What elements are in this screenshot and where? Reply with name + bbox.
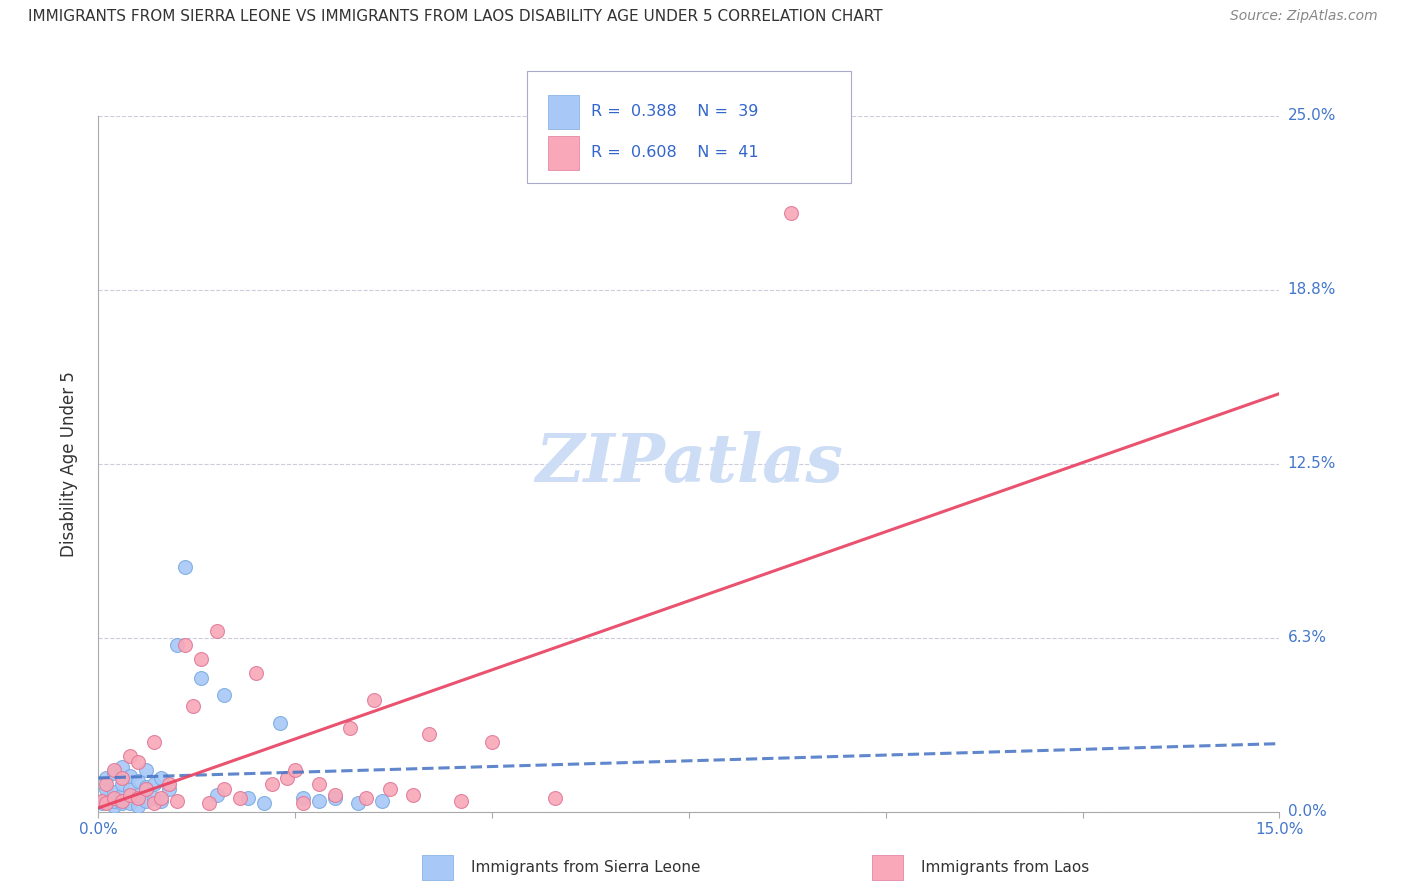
Point	[103, 763, 125, 777]
Text: 18.8%: 18.8%	[1288, 283, 1336, 297]
Point	[363, 693, 385, 707]
Point	[142, 797, 165, 811]
Text: Immigrants from Laos: Immigrants from Laos	[921, 861, 1090, 875]
Point	[103, 785, 125, 799]
Text: R =  0.388    N =  39: R = 0.388 N = 39	[591, 104, 758, 120]
Point	[135, 780, 157, 794]
Text: 25.0%: 25.0%	[1288, 109, 1336, 123]
Point	[118, 749, 141, 764]
Text: ZIPatlas: ZIPatlas	[536, 432, 842, 496]
Point	[253, 797, 276, 811]
Point	[111, 788, 134, 802]
Point	[118, 788, 141, 802]
Text: 6.3%: 6.3%	[1288, 631, 1327, 645]
Point	[96, 790, 118, 805]
Point	[127, 788, 149, 802]
Point	[142, 777, 165, 791]
Point	[111, 772, 134, 786]
Point	[214, 688, 236, 702]
Point	[371, 794, 394, 808]
Point	[190, 671, 212, 685]
Point	[292, 790, 315, 805]
Point	[214, 782, 236, 797]
Point	[118, 782, 141, 797]
Point	[276, 772, 298, 786]
Point	[103, 790, 125, 805]
Point	[111, 777, 134, 791]
Point	[292, 797, 315, 811]
Point	[103, 765, 125, 780]
Point	[269, 715, 291, 730]
Text: R =  0.608    N =  41: R = 0.608 N = 41	[591, 145, 758, 161]
Point	[166, 794, 188, 808]
Point	[450, 794, 472, 808]
Point	[103, 794, 125, 808]
Text: IMMIGRANTS FROM SIERRA LEONE VS IMMIGRANTS FROM LAOS DISABILITY AGE UNDER 5 CORR: IMMIGRANTS FROM SIERRA LEONE VS IMMIGRAN…	[28, 9, 883, 24]
Point	[205, 624, 228, 638]
Point	[96, 772, 118, 786]
Point	[96, 797, 118, 811]
Point	[118, 797, 141, 811]
Point	[157, 782, 180, 797]
Point	[111, 760, 134, 774]
Point	[96, 777, 118, 791]
Point	[284, 763, 307, 777]
Point	[323, 788, 346, 802]
Point	[190, 651, 212, 665]
Point	[118, 768, 141, 782]
Point	[135, 794, 157, 808]
Point	[166, 638, 188, 652]
Point	[354, 790, 377, 805]
Point	[157, 777, 180, 791]
Point	[780, 206, 803, 220]
Y-axis label: Disability Age Under 5: Disability Age Under 5	[59, 371, 77, 557]
Point	[339, 721, 361, 735]
Point	[174, 638, 197, 652]
Point	[378, 782, 401, 797]
Point	[135, 782, 157, 797]
Point	[260, 777, 283, 791]
Point	[142, 790, 165, 805]
Point	[205, 788, 228, 802]
Point	[150, 772, 173, 786]
Point	[245, 665, 267, 680]
Point	[150, 794, 173, 808]
Point	[308, 777, 330, 791]
Point	[236, 790, 259, 805]
Point	[347, 797, 370, 811]
Point	[174, 559, 197, 574]
Point	[181, 698, 204, 713]
Text: Source: ZipAtlas.com: Source: ZipAtlas.com	[1230, 9, 1378, 23]
Point	[150, 790, 173, 805]
Point	[197, 797, 219, 811]
Point	[96, 782, 118, 797]
Point	[127, 755, 149, 769]
Point	[308, 794, 330, 808]
Text: 12.5%: 12.5%	[1288, 457, 1336, 471]
Point	[91, 797, 114, 811]
Point	[135, 763, 157, 777]
Point	[481, 735, 503, 749]
Point	[103, 799, 125, 814]
Point	[111, 797, 134, 811]
Point	[229, 790, 252, 805]
Point	[323, 790, 346, 805]
Text: Immigrants from Sierra Leone: Immigrants from Sierra Leone	[471, 861, 700, 875]
Point	[127, 799, 149, 814]
Point	[127, 790, 149, 805]
Point	[91, 794, 114, 808]
Point	[418, 727, 440, 741]
Point	[142, 735, 165, 749]
Point	[402, 788, 425, 802]
Text: 0.0%: 0.0%	[1288, 805, 1326, 819]
Point	[544, 790, 567, 805]
Point	[127, 774, 149, 789]
Point	[111, 794, 134, 808]
